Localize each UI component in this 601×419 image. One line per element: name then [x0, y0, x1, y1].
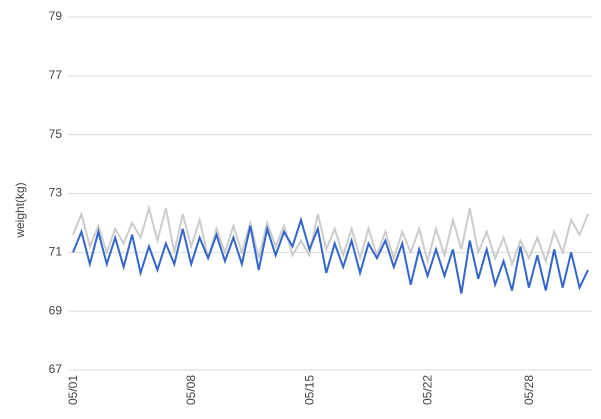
y-tick-label: 67: [49, 362, 63, 376]
x-tick-label: 05/28: [522, 375, 536, 405]
y-tick-label: 71: [49, 245, 63, 259]
x-tick-label: 05/08: [184, 375, 198, 405]
series-line: [72, 216, 589, 294]
y-tick-label: 79: [49, 9, 63, 23]
series-line: [72, 204, 589, 268]
y-tick-label: 69: [49, 303, 63, 317]
x-tick-label: 05/15: [302, 375, 316, 405]
y-axis-label: weight(kg): [13, 182, 27, 238]
y-tick-label: 73: [49, 186, 63, 200]
x-tick-label: 05/22: [421, 375, 435, 405]
y-tick-label: 77: [49, 68, 63, 82]
x-tick-label: 05/01: [66, 375, 80, 405]
y-tick-label: 75: [49, 127, 63, 141]
